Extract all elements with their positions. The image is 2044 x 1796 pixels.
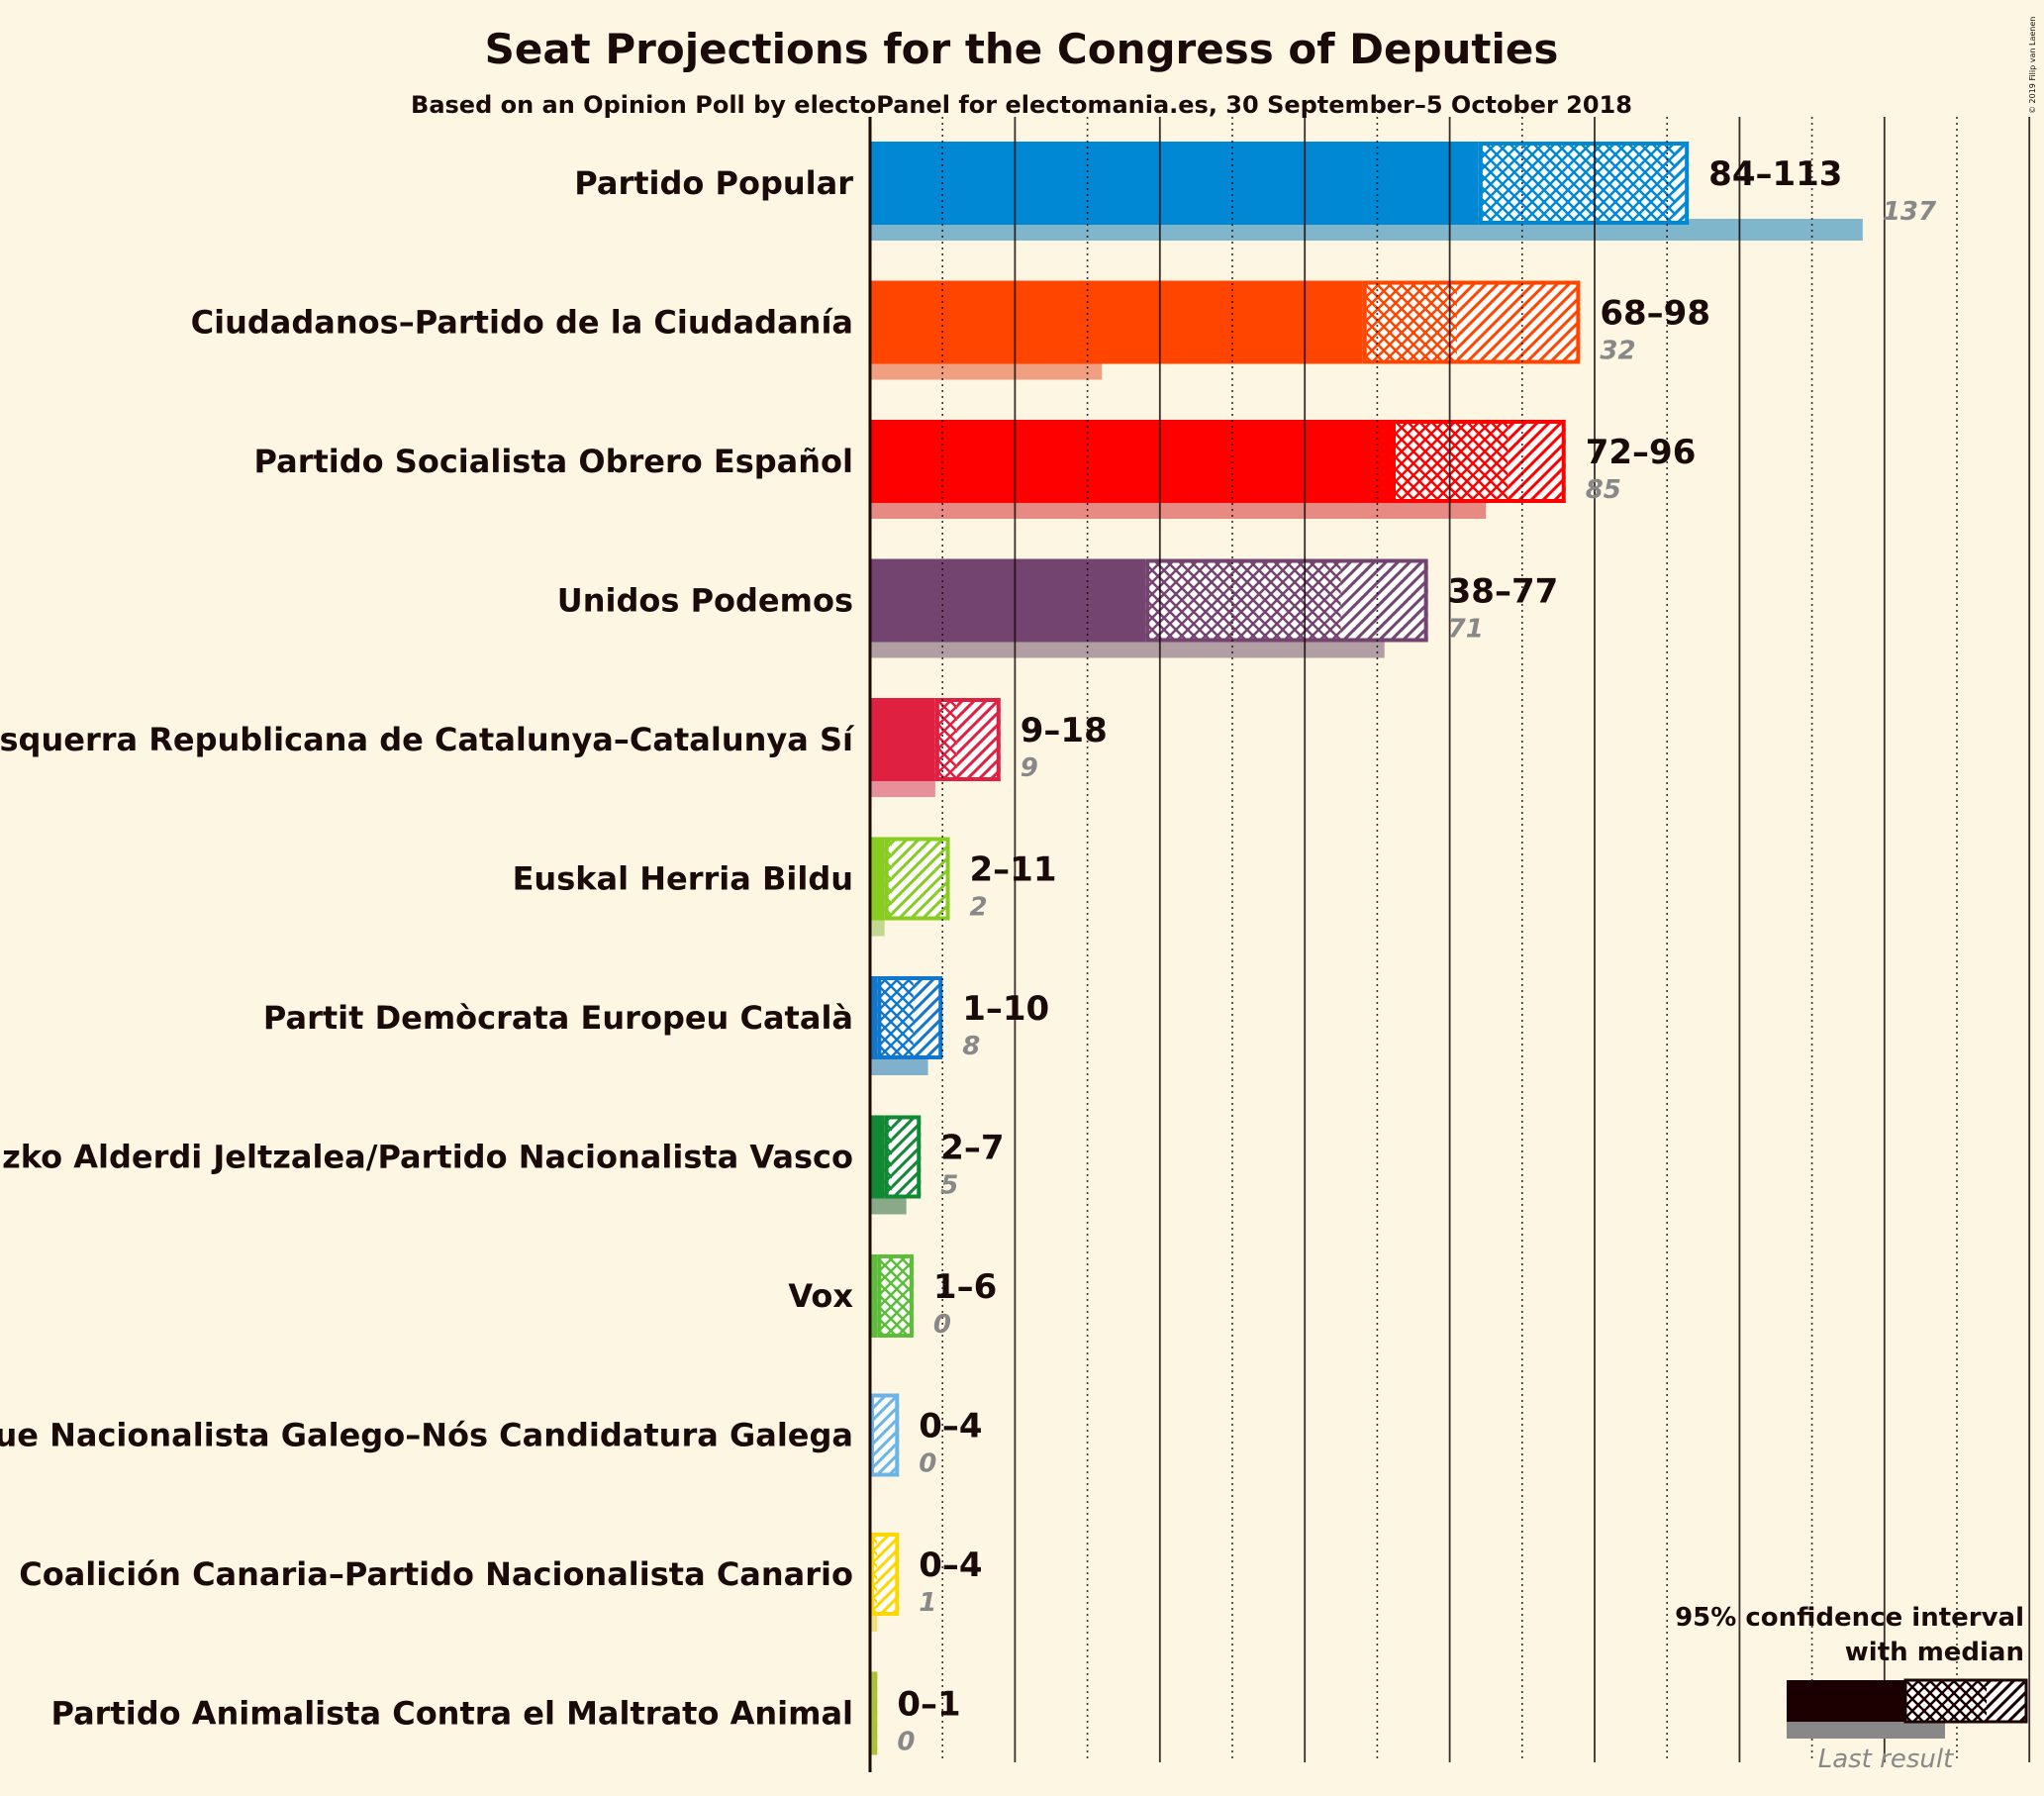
last-result-label: 32 [1600,337,1635,366]
last-result-label: 2 [970,893,988,923]
range-label: 72–96 [1586,433,1697,472]
legend-line2: with median [1845,1638,2024,1667]
ci-solid-bar [870,837,885,921]
bars-layer [870,142,1863,1755]
party-label: Euzko Alderdi Jeltzalea/Partido Nacional… [0,1139,853,1176]
legend: 95% confidence interval with median Last… [1675,1603,2028,1774]
ci-solid-bar [870,698,935,781]
legend-outline [1903,1678,2028,1724]
ci-upper-hatch [913,976,943,1059]
last-result-label: 137 [1883,197,1937,227]
range-label: 38–77 [1448,572,1559,612]
grid-layer [868,117,2031,1772]
ci-solid-bar [870,280,1363,364]
ci-upper-hatch [1456,280,1581,364]
ci-upper-hatch [1508,420,1566,503]
ci-outline [1145,558,1428,643]
party-label: Vox [788,1277,853,1315]
ci-outline [884,1115,922,1199]
party-label: Partido Popular [574,164,853,202]
last-result-label: 1 [919,1588,936,1618]
range-label: 1–10 [962,989,1049,1029]
ci-outline [1362,280,1581,364]
range-label: 2–7 [940,1129,1004,1168]
party-label: Bloque Nacionalista Galego–Nós Candidatu… [0,1417,853,1454]
ci-upper-hatch [891,1115,922,1199]
ci-solid-bar [870,1115,885,1199]
ci-solid-bar [870,1254,878,1338]
range-label: 0–4 [919,1546,982,1585]
ci-outline [934,698,1001,781]
range-label: 0–4 [919,1407,982,1447]
party-label: Partido Animalista Contra el Maltrato An… [50,1695,853,1733]
party-label: Unidos Podemos [557,582,853,620]
ci-outline [877,976,943,1059]
ci-solid-bar [870,558,1146,643]
legend-hatch [1987,1680,2026,1722]
ci-solid-bar [870,976,878,1059]
ci-outline [870,1533,900,1616]
ci-median-crosshatch [1145,558,1341,643]
party-label: Ciudadanos–Partido de la Ciudadanía [191,304,853,342]
ci-outline [884,837,950,921]
ci-upper-hatch [1340,558,1428,643]
legend-last-result-bar [1787,1721,1945,1739]
ci-median-crosshatch [877,976,914,1059]
last-result-label: 0 [897,1728,915,1757]
ci-upper-hatch [877,1533,900,1616]
party-label: Esquerra Republicana de Catalunya–Catalu… [0,721,855,758]
range-label: 2–11 [970,850,1057,890]
last-result-label: 8 [962,1032,980,1061]
ci-outline [877,1254,914,1338]
last-result-label: 85 [1586,475,1621,505]
ci-median-crosshatch [934,698,957,781]
range-label: 84–113 [1708,154,1842,194]
last-result-label: 0 [919,1449,936,1479]
party-label: Partido Socialista Obrero Español [254,443,853,480]
last-result-label: 5 [940,1171,958,1201]
range-label: 9–18 [1021,711,1108,750]
ci-outline [870,1393,900,1477]
labels-layer: Partido Popular 84–113 137 Ciudadanos–Parti… [0,154,1937,1757]
last-result-bar [870,1610,878,1632]
ci-upper-hatch [891,837,950,921]
party-label: Euskal Herria Bildu [513,860,853,898]
range-label: 68–98 [1600,294,1710,334]
ci-solid-bar [870,420,1393,503]
ci-upper-hatch [870,1393,900,1477]
range-label: 1–6 [933,1267,997,1307]
ci-outline [1392,420,1566,503]
chart-title: Seat Projections for the Congress of Dep… [485,25,1559,73]
last-result-label: 0 [933,1310,951,1340]
ci-median-crosshatch [1362,280,1457,364]
legend-line1: 95% confidence interval [1675,1603,2024,1633]
party-label: Partit Demòcrata Europeu Català [263,999,853,1037]
copyright-notice: © 2019 Filip van Laenen [2028,17,2037,114]
ci-median-crosshatch [877,1254,914,1338]
ci-upper-hatch [956,698,1001,781]
party-label: Coalición Canaria–Partido Nacionalista C… [19,1555,853,1593]
ci-solid-bar [870,142,1479,225]
legend-solid-bar [1787,1680,1905,1722]
range-label: 0–1 [897,1685,960,1725]
ci-median-crosshatch [1478,142,1675,225]
last-result-label: 71 [1448,615,1484,645]
chart-subtitle: Based on an Opinion Poll by electoPanel … [411,91,1632,119]
legend-last-result-label: Last result [1818,1745,1954,1774]
last-result-label: 9 [1021,753,1038,783]
ci-outline [870,1671,878,1755]
ci-outline [1478,142,1690,225]
legend-crosshatch [1905,1680,1987,1722]
